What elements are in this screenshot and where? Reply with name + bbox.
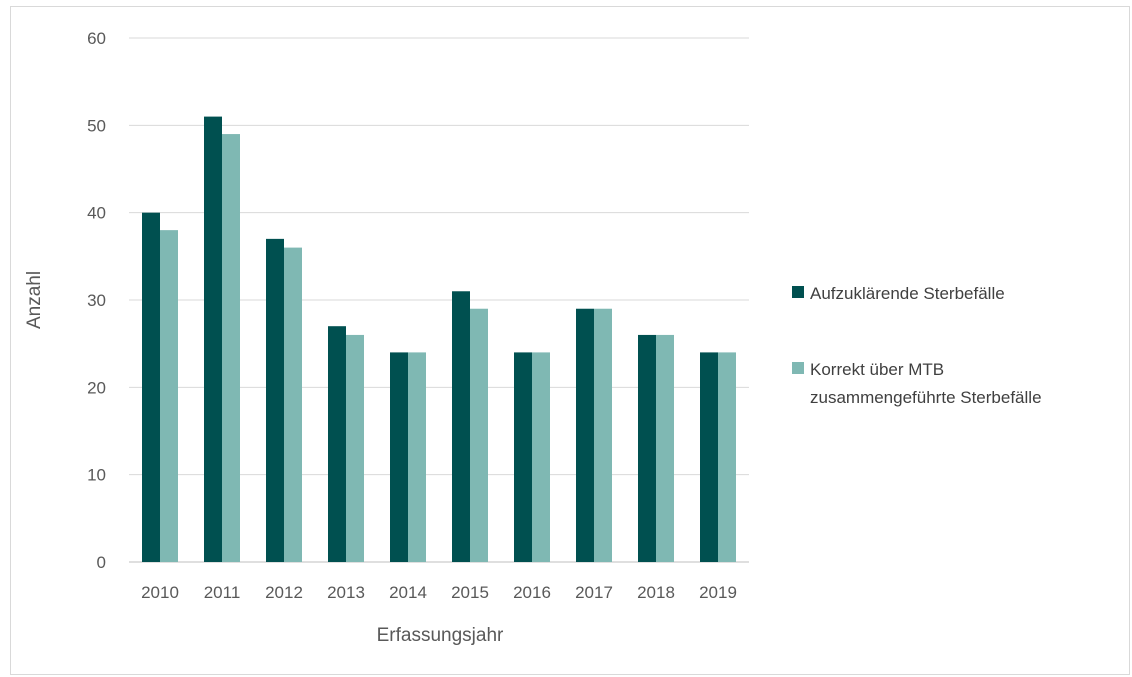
x-tick-labels: 2010 2011 2012 2013 2014 2015 2016 2017 2018 2019 [141,583,737,602]
x-tick-label: 2010 [141,583,179,602]
y-axis-title: Anzahl [24,271,45,329]
bars [142,116,736,563]
chart-frame [10,6,1130,675]
legend-swatch-series-1 [792,286,804,298]
y-tick-label: 60 [87,29,106,48]
bar-series-1 [638,334,656,562]
legend-label-series-1: Aufzuklärende Sterbefälle [810,284,1005,303]
x-tick-label: 2019 [699,583,737,602]
legend-label-series-2-line-2: zusammengeführte Sterbefälle [810,388,1042,407]
bar-series-1 [390,352,408,562]
y-tick-label: 40 [87,204,106,223]
bar-series-1 [700,352,718,562]
bar-series-2 [284,247,302,562]
x-tick-label: 2011 [204,583,241,602]
bar-series-2 [718,352,736,562]
bar-series-1 [328,326,346,562]
bar-series-2 [594,308,612,562]
legend: Aufzuklärende Sterbefälle Korrekt über M… [792,284,1042,407]
bar-series-2 [656,334,674,562]
y-tick-label: 10 [87,466,106,485]
legend-swatch-series-2 [792,362,804,374]
y-tick-label: 0 [97,553,106,572]
bar-series-1 [514,352,532,562]
bar-series-1 [142,212,160,562]
y-tick-label: 20 [87,378,106,397]
bar-series-2 [346,334,364,562]
x-axis-title: Erfassungsjahr [377,625,504,646]
bar-series-2 [532,352,550,562]
y-tick-label: 50 [87,116,106,135]
x-tick-label: 2018 [637,583,675,602]
x-tick-label: 2016 [513,583,551,602]
x-tick-label: 2012 [265,583,303,602]
bar-series-1 [266,238,284,562]
x-tick-label: 2015 [451,583,489,602]
bar-series-1 [204,116,222,562]
x-tick-label: 2013 [327,583,365,602]
y-tick-label: 30 [87,291,106,310]
bar-series-2 [160,230,178,562]
bar-series-2 [408,352,426,562]
legend-label-series-2-line-1: Korrekt über MTB [810,360,944,379]
x-tick-label: 2017 [575,583,613,602]
bar-series-2 [470,308,488,562]
bar-series-2 [222,134,240,563]
bar-series-1 [452,291,470,562]
bar-series-1 [576,308,594,562]
x-tick-label: 2014 [389,583,427,602]
y-tick-labels: 0 10 20 30 40 50 60 [87,29,106,572]
